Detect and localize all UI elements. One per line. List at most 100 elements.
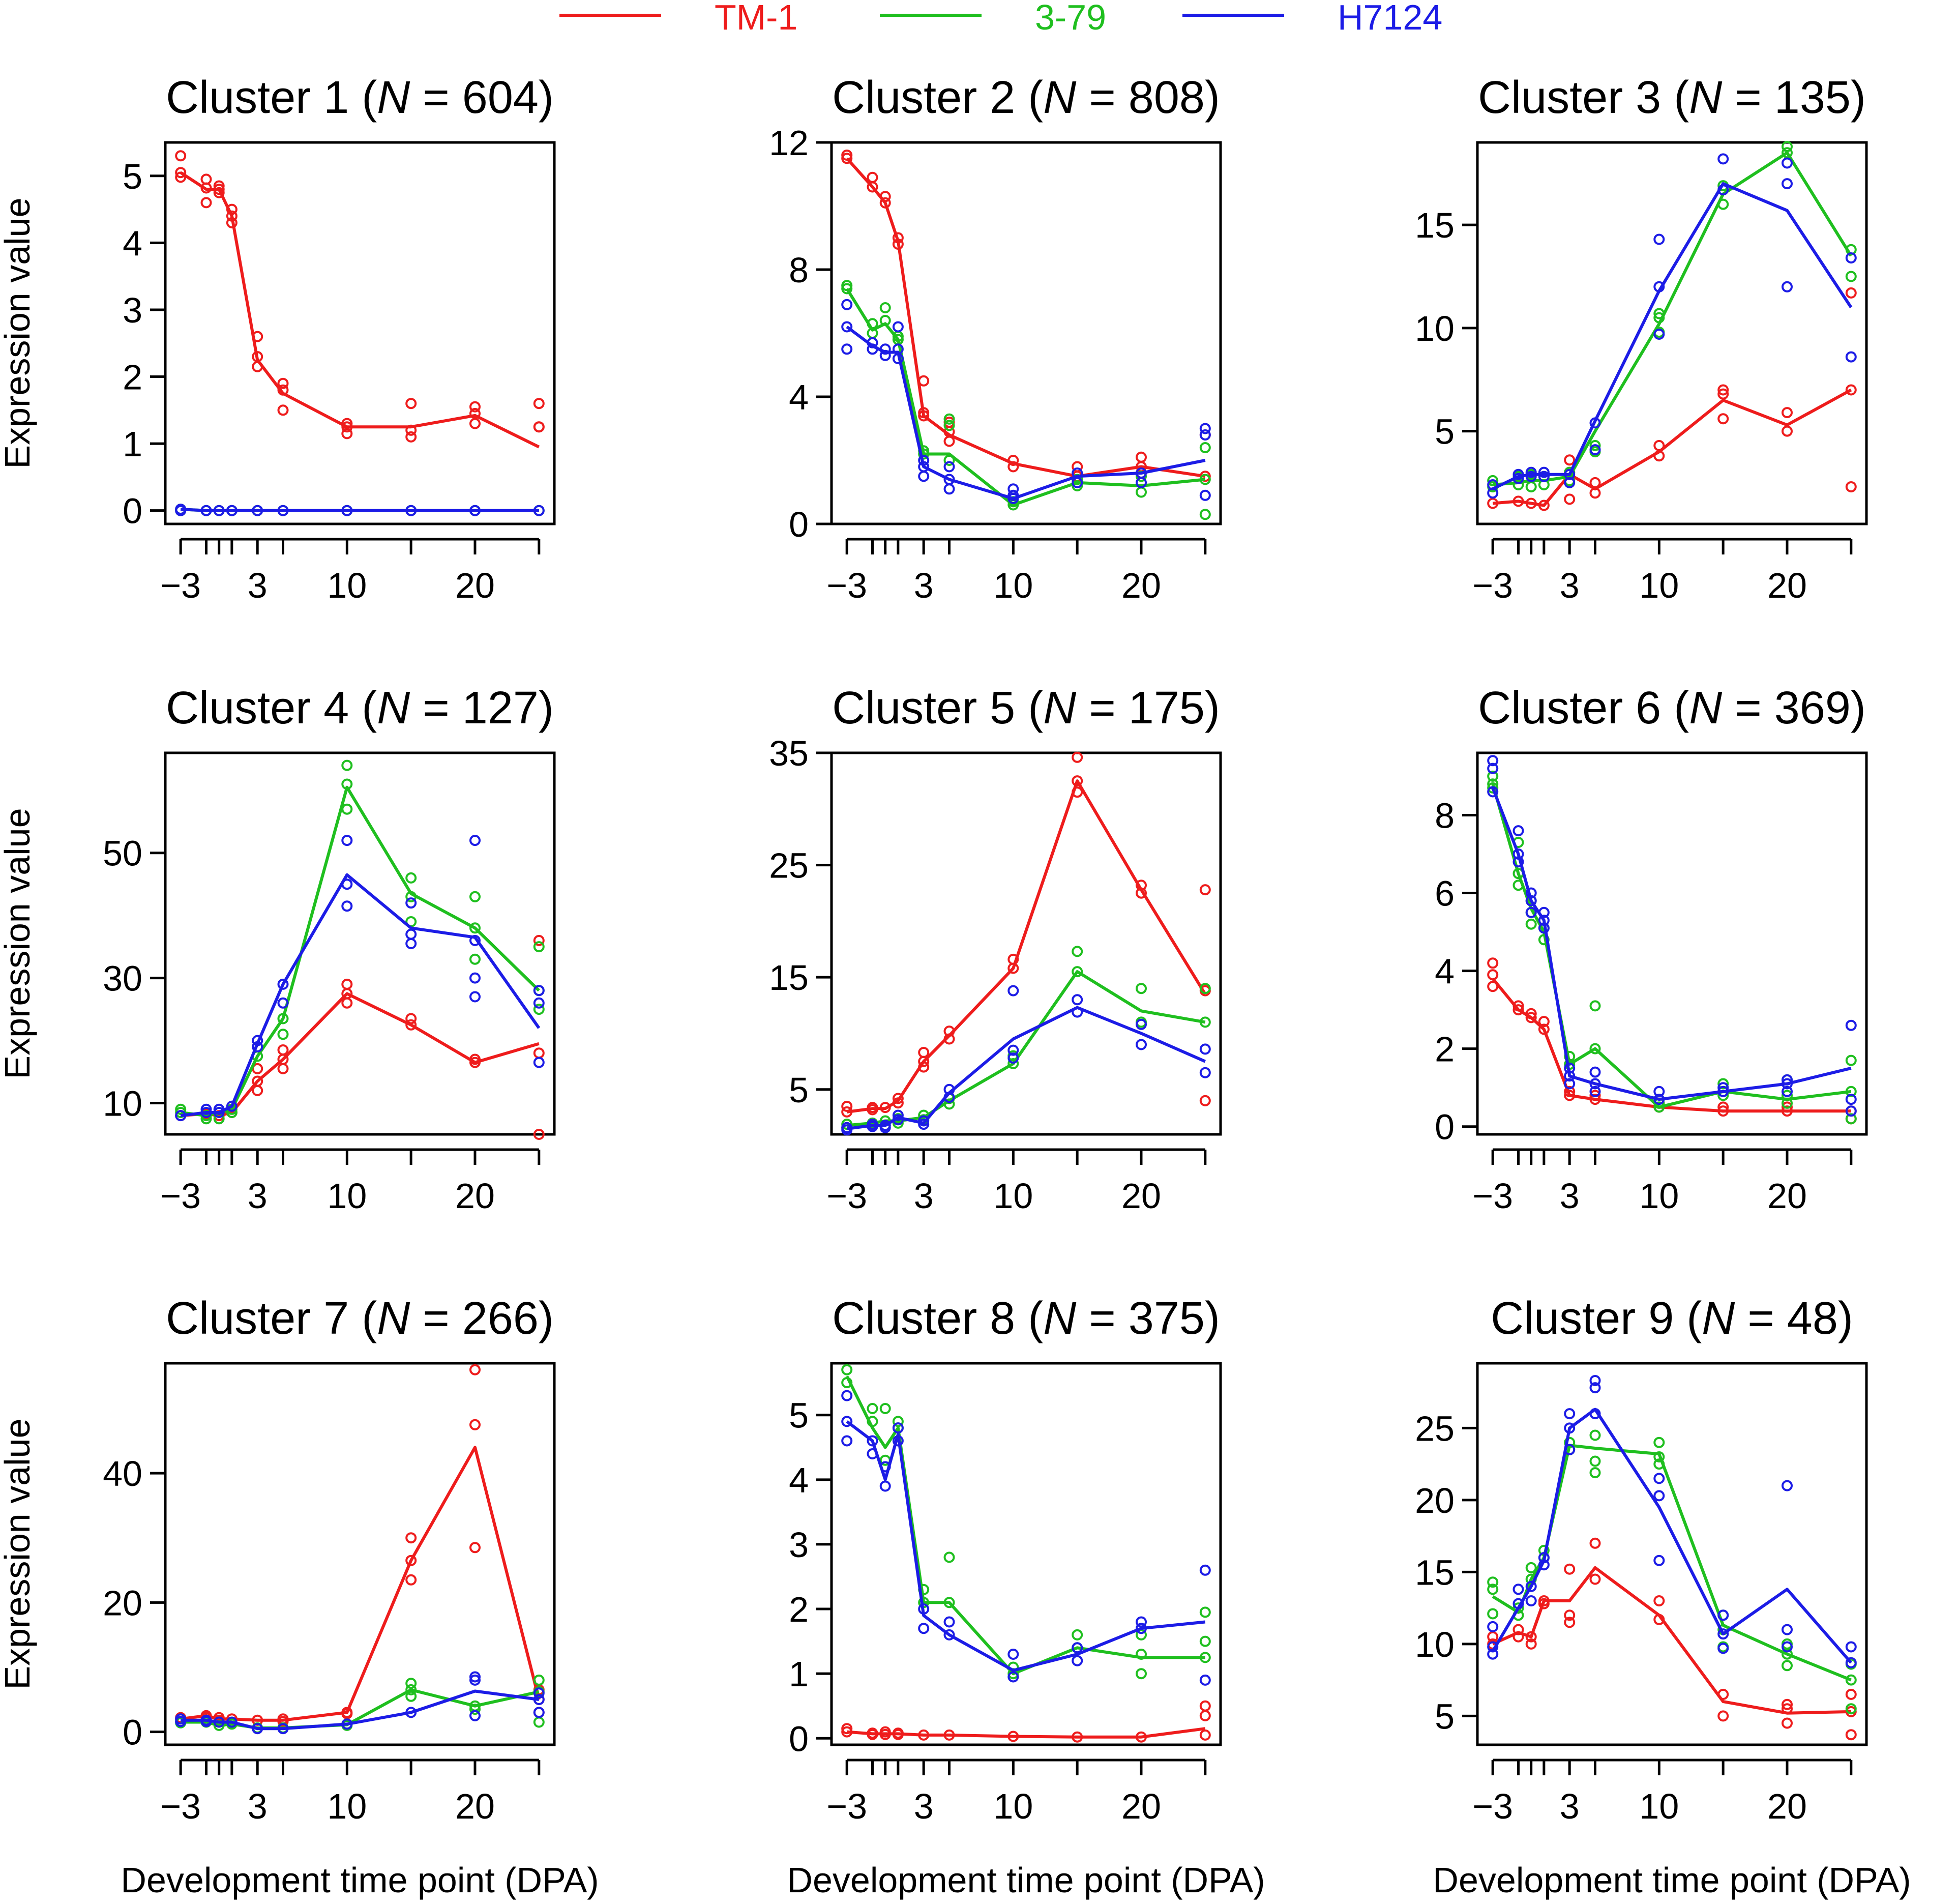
series-point-3 <box>1564 1070 1576 1082</box>
series-point-1 <box>1564 1086 1576 1097</box>
series-point-2 <box>405 872 417 884</box>
x-tick-label: 10 <box>1639 1786 1679 1826</box>
y-tick-label: 0 <box>789 505 809 544</box>
y-tick-label: 50 <box>103 834 142 873</box>
series-line-3 <box>181 508 539 512</box>
series-point-2 <box>918 448 930 460</box>
panel-title: Cluster 1 (N = 604) <box>166 72 554 123</box>
series-point-2 <box>1782 1660 1793 1672</box>
series-point-3 <box>879 1480 891 1492</box>
series-point-2 <box>1589 440 1601 451</box>
series-point-2 <box>879 315 891 326</box>
y-axis-label: Expression value <box>0 1418 37 1689</box>
series-point-3 <box>943 1092 955 1103</box>
series-point-3 <box>213 1107 225 1118</box>
y-tick-label: 20 <box>1415 1481 1455 1520</box>
series-point-1 <box>341 997 353 1009</box>
series-line-1 <box>1492 1566 1851 1715</box>
y-tick-label: 4 <box>789 1460 809 1500</box>
series-point-2 <box>1199 1652 1211 1663</box>
series-point-1 <box>1512 1631 1524 1643</box>
y-tick-label: 25 <box>1415 1409 1455 1448</box>
series-point-1 <box>1782 407 1793 419</box>
series-point-1 <box>1072 775 1083 787</box>
series-point-1 <box>405 1532 417 1544</box>
series-point-3 <box>175 1110 187 1122</box>
series-point-3 <box>892 1114 904 1126</box>
series-point-2 <box>1653 1101 1665 1113</box>
series-point-3 <box>841 1416 853 1427</box>
series-point-3 <box>1653 233 1665 245</box>
y-axis-label: Expression value <box>0 197 37 468</box>
series-point-2 <box>1845 1086 1857 1097</box>
panel-title: Cluster 4 (N = 127) <box>166 683 554 734</box>
series-point-3 <box>1564 1444 1576 1455</box>
series-point-3 <box>1512 856 1524 868</box>
panel-title-prefix: Cluster 1 ( <box>166 72 377 123</box>
panel-title-suffix: = 266) <box>410 1293 554 1344</box>
series-point-2 <box>1487 1584 1499 1595</box>
series-point-3 <box>892 353 904 364</box>
series-point-1 <box>1512 1624 1524 1635</box>
series-point-3 <box>277 978 289 990</box>
series-point-1 <box>469 1542 481 1554</box>
series-point-3 <box>469 505 481 516</box>
series-point-3 <box>226 505 238 516</box>
series-point-1 <box>533 1047 545 1059</box>
legend-label: TM-1 <box>715 0 797 37</box>
series-point-1 <box>405 431 417 443</box>
x-tick-label: 10 <box>993 566 1033 605</box>
series-point-1 <box>405 1555 417 1566</box>
series-point-1 <box>1199 884 1211 896</box>
x-tick-label: 3 <box>248 1176 268 1216</box>
y-tick-label: 5 <box>1435 1696 1455 1736</box>
x-tick-label: 10 <box>993 1786 1033 1826</box>
series-line-1 <box>180 171 540 449</box>
series-point-3 <box>1845 1657 1857 1668</box>
series-point-3 <box>226 1100 238 1112</box>
series-point-3 <box>943 483 955 495</box>
panel-title-prefix: Cluster 8 ( <box>832 1293 1043 1344</box>
series-point-3 <box>277 1723 289 1735</box>
series-point-1 <box>405 398 417 409</box>
series-line-3 <box>846 1006 1206 1130</box>
y-tick-label: 4 <box>123 223 142 263</box>
x-tick-label: 3 <box>914 1176 934 1216</box>
panel-title-prefix: Cluster 7 ( <box>166 1293 377 1344</box>
y-tick-label: 2 <box>123 358 142 397</box>
panel-title-prefix: Cluster 2 ( <box>832 72 1043 123</box>
series-point-3 <box>1072 1642 1083 1654</box>
series-point-3 <box>1538 471 1550 482</box>
series-point-1 <box>879 197 891 209</box>
y-tick-label: 0 <box>789 1719 809 1759</box>
x-tick-label: 10 <box>1639 1176 1679 1216</box>
series-point-3 <box>533 1687 545 1699</box>
series-point-1 <box>1782 1101 1793 1113</box>
series-point-1 <box>879 191 891 202</box>
series-line-2 <box>1492 1444 1852 1682</box>
series-point-1 <box>1589 1094 1601 1105</box>
series-point-3 <box>175 505 187 516</box>
panel-cluster-7: Cluster 7 (N = 266) 0 20 40 −3 3 10 20 Expressio… <box>0 1293 599 1900</box>
series-point-1 <box>277 1716 289 1727</box>
series-point-1 <box>1717 413 1729 425</box>
series-point-2 <box>1717 198 1729 210</box>
series-point-3 <box>1136 1616 1147 1628</box>
series-point-1 <box>1072 1731 1083 1743</box>
series-point-2 <box>469 891 481 902</box>
series-point-3 <box>252 1041 263 1052</box>
x-tick-label: 20 <box>1121 1786 1161 1826</box>
series-point-3 <box>1512 825 1524 837</box>
panel-title-n: N <box>377 1293 410 1344</box>
series-point-3 <box>1717 1086 1729 1097</box>
series-point-1 <box>533 1129 545 1140</box>
series-point-1 <box>175 150 187 162</box>
panel-title-n: N <box>1043 72 1077 123</box>
series-point-1 <box>841 153 853 164</box>
x-tick-label: 3 <box>1560 1786 1580 1826</box>
series-point-3 <box>341 900 353 912</box>
series-point-3 <box>1589 1078 1601 1090</box>
series-point-3 <box>943 1083 955 1095</box>
y-tick-label: 4 <box>1435 952 1455 991</box>
